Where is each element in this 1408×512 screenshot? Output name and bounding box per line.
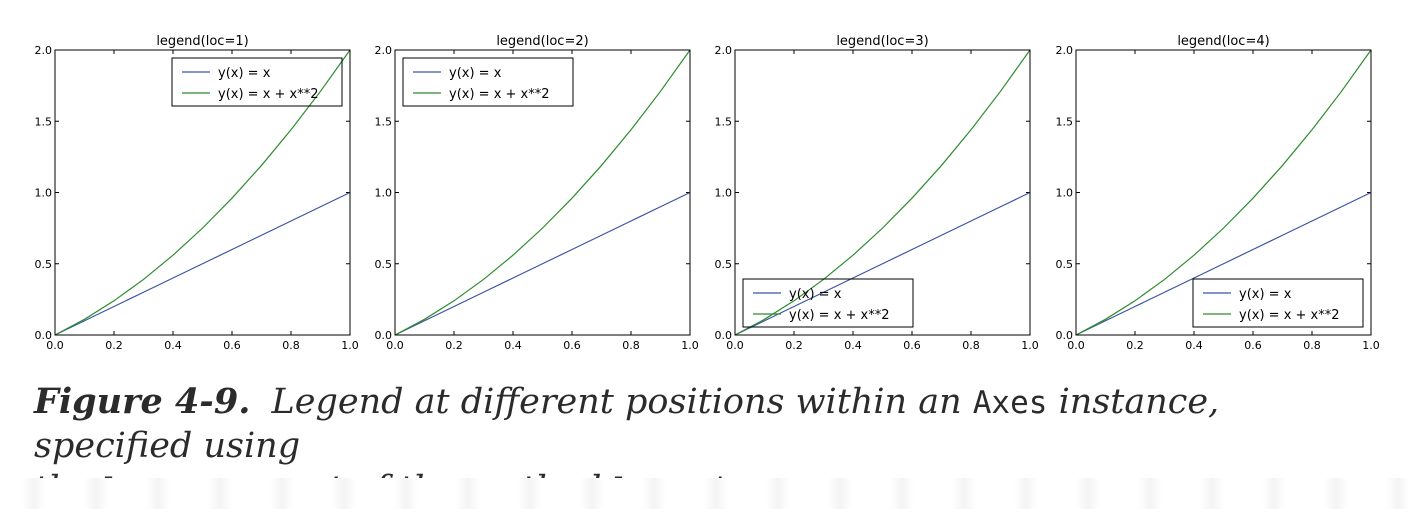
- y-tick-label: 2.0: [715, 44, 733, 57]
- x-tick-label: 0.0: [386, 339, 404, 352]
- legend-label-1: y(x) = x: [218, 66, 271, 81]
- legend: y(x) = x y(x) = x + x**2: [171, 57, 343, 107]
- chart-title: legend(loc=3): [836, 34, 928, 49]
- legend-label-1: y(x) = x: [449, 66, 502, 81]
- x-tick-label: 0.6: [903, 339, 921, 352]
- x-tick-label: 0.4: [844, 339, 862, 352]
- chart-title: legend(loc=2): [496, 34, 588, 49]
- y-tick-label: 0.5: [1056, 258, 1074, 271]
- legend-label-2: y(x) = x + x**2: [1239, 308, 1340, 323]
- y-tick-label: 1.0: [375, 187, 393, 200]
- x-tick-label: 0.6: [563, 339, 581, 352]
- caption-text-2: instance, specified using: [34, 382, 1220, 466]
- y-tick-label: 0.0: [715, 329, 733, 342]
- x-tick-label: 0.4: [504, 339, 522, 352]
- legend-box: [402, 57, 574, 107]
- x-tick-label: 0.8: [282, 339, 300, 352]
- caption-text-1: Legend at different positions within an: [271, 382, 962, 422]
- x-tick-label: 0.4: [164, 339, 182, 352]
- axes-frame: [734, 49, 1031, 336]
- x-tick-label: 1.0: [1021, 339, 1039, 352]
- series-line-1: [1075, 191, 1372, 336]
- y-tick-label: 0.5: [715, 258, 733, 271]
- chart-panel-4: legend(loc=4) 0.0 0.2 0.4 0.6 0.8 1.0 0.0 0.5 1.0…: [1056, 34, 1380, 352]
- x-tick-label: 0.0: [726, 339, 744, 352]
- series-line-1: [394, 191, 691, 336]
- legend: y(x) = x y(x) = x + x**2: [742, 278, 914, 328]
- y-tick-label: 2.0: [1056, 44, 1074, 57]
- series-line-2: [734, 49, 1031, 336]
- x-tick-label: 0.4: [1185, 339, 1203, 352]
- legend-box: [1192, 278, 1364, 328]
- x-tick-label: 1.0: [681, 339, 699, 352]
- legend-label-2: y(x) = x + x**2: [218, 87, 319, 102]
- legend-label-1: y(x) = x: [789, 287, 842, 302]
- axes-frame: [54, 49, 351, 336]
- chart-panel-2: legend(loc=2) 0.0 0.2 0.4 0.6 0.8 1.0 0.0 0.5 1.0…: [375, 34, 699, 352]
- figure-panels: legend(loc=1) 0.0 0.2 0.4 0.6 0.8 1.0 0.0 0.5 1.0…: [35, 34, 1380, 352]
- x-tick-label: 0.6: [223, 339, 241, 352]
- series-line-1: [54, 191, 351, 336]
- x-tick-label: 0.0: [1067, 339, 1085, 352]
- caption-code-axes: Axes: [972, 385, 1048, 421]
- x-tick-label: 1.0: [341, 339, 359, 352]
- y-tick-label: 2.0: [35, 44, 53, 57]
- y-tick-label: 1.0: [35, 187, 53, 200]
- chart-title: legend(loc=1): [156, 34, 248, 49]
- x-tick-label: 0.2: [445, 339, 463, 352]
- legend-label-2: y(x) = x + x**2: [789, 308, 890, 323]
- y-tick-label: 0.0: [375, 329, 393, 342]
- x-tick-label: 0.8: [962, 339, 980, 352]
- series-line-1: [734, 191, 1031, 336]
- series-line-2: [1075, 49, 1372, 336]
- legend: y(x) = x y(x) = x + x**2: [402, 57, 574, 107]
- x-tick-label: 0.6: [1244, 339, 1262, 352]
- x-tick-label: 0.2: [105, 339, 123, 352]
- series-line-2: [54, 49, 351, 336]
- series-line-2: [394, 49, 691, 336]
- caption-figure-label: Figure 4-9.: [34, 381, 251, 422]
- chart-panel-1: legend(loc=1) 0.0 0.2 0.4 0.6 0.8 1.0 0.0 0.5 1.0…: [35, 34, 359, 352]
- legend-label-1: y(x) = x: [1239, 287, 1292, 302]
- legend-box: [171, 57, 343, 107]
- x-tick-label: 0.8: [1303, 339, 1321, 352]
- chart-title: legend(loc=4): [1177, 34, 1269, 49]
- y-tick-label: 0.5: [375, 258, 393, 271]
- y-tick-label: 0.0: [1056, 329, 1074, 342]
- chart-panel-3: legend(loc=3) 0.0 0.2 0.4 0.6 0.8 1.0 0.0 0.5 1.0…: [715, 34, 1039, 352]
- axes-frame: [394, 49, 691, 336]
- y-tick-label: 0.5: [35, 258, 53, 271]
- legend-box: [742, 278, 914, 328]
- x-tick-label: 0.2: [785, 339, 803, 352]
- y-tick-label: 0.0: [35, 329, 53, 342]
- y-tick-label: 2.0: [375, 44, 393, 57]
- y-tick-label: 1.0: [1056, 187, 1074, 200]
- axes-frame: [1075, 49, 1372, 336]
- x-tick-label: 1.0: [1362, 339, 1380, 352]
- x-tick-label: 0.0: [46, 339, 64, 352]
- y-tick-label: 1.5: [35, 115, 53, 128]
- legend-label-2: y(x) = x + x**2: [449, 87, 550, 102]
- y-tick-label: 1.0: [715, 187, 733, 200]
- x-tick-label: 0.2: [1126, 339, 1144, 352]
- y-tick-label: 1.5: [375, 115, 393, 128]
- y-tick-label: 1.5: [1056, 115, 1074, 128]
- page-bottom-band: [0, 478, 1408, 509]
- x-tick-label: 0.8: [622, 339, 640, 352]
- legend: y(x) = x y(x) = x + x**2: [1192, 278, 1364, 328]
- y-tick-label: 1.5: [715, 115, 733, 128]
